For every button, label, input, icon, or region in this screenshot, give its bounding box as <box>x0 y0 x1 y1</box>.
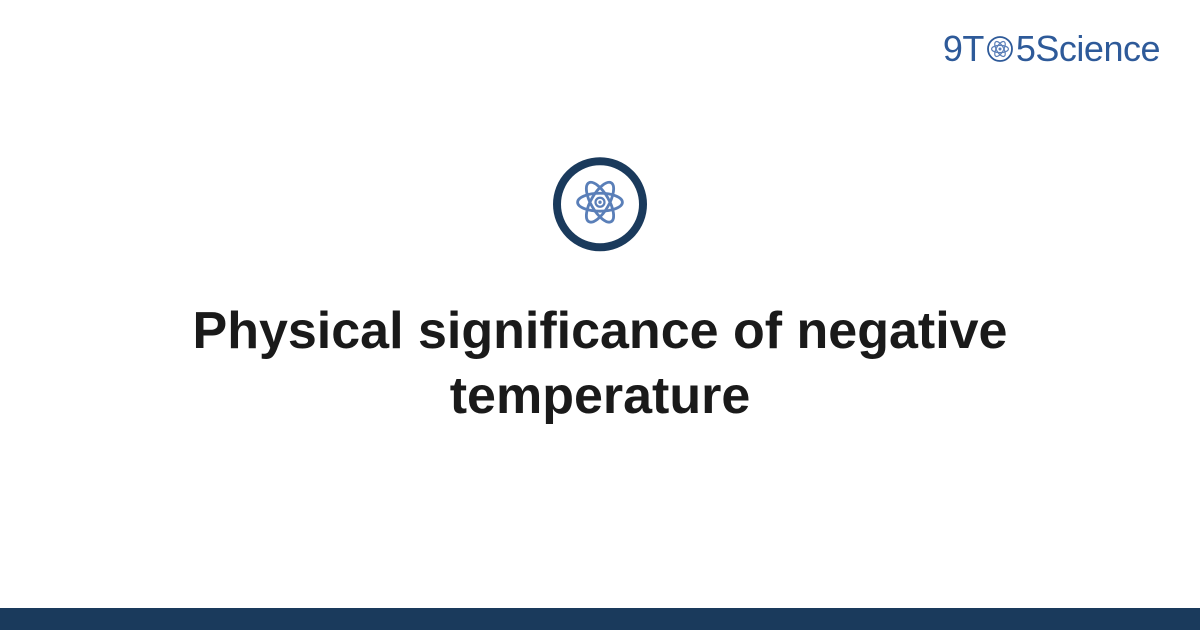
logo-prefix: 9T <box>943 28 984 70</box>
atom-icon <box>572 174 628 235</box>
central-icon-circle <box>553 157 647 251</box>
logo-suffix: 5Science <box>1016 28 1160 70</box>
footer-bar <box>0 608 1200 630</box>
page-title: Physical significance of negative temper… <box>110 299 1090 429</box>
atom-icon <box>985 34 1015 64</box>
site-logo: 9T 5Science <box>943 28 1160 70</box>
main-content: Physical significance of negative temper… <box>0 157 1200 429</box>
